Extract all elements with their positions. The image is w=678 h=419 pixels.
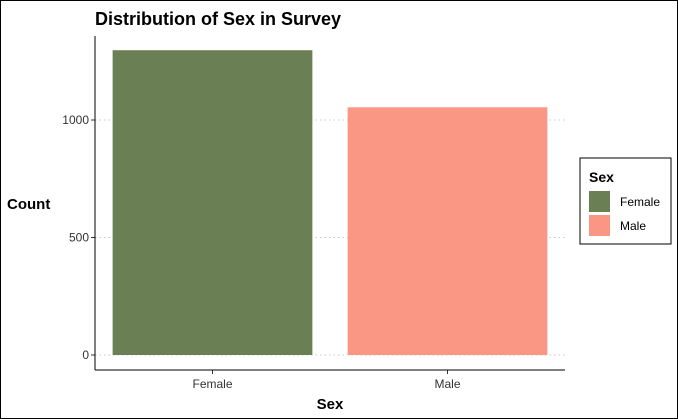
chart-title: Distribution of Sex in Survey <box>95 9 341 29</box>
x-tick-label: Male <box>434 377 460 391</box>
legend-swatch-female <box>589 191 610 212</box>
legend-label-male: Male <box>620 219 646 233</box>
y-tick-label: 500 <box>69 231 89 245</box>
y-tick-label: 0 <box>82 348 89 362</box>
legend: Sex Female Male <box>579 157 672 245</box>
legend-swatch-male <box>589 215 610 236</box>
x-axis: Female Male <box>95 369 565 391</box>
bars <box>112 50 548 355</box>
y-axis: 0 500 1000 <box>62 36 96 370</box>
y-axis-title: Count <box>7 196 50 213</box>
x-tick-label: Female <box>192 377 232 391</box>
legend-items: Female Male <box>589 191 660 236</box>
legend-label-female: Female <box>620 195 660 209</box>
legend-title: Sex <box>589 169 614 185</box>
y-tick-label: 1000 <box>62 113 89 127</box>
x-axis-title: Sex <box>317 396 344 413</box>
bar-male <box>347 107 548 355</box>
bar-female <box>112 50 313 355</box>
